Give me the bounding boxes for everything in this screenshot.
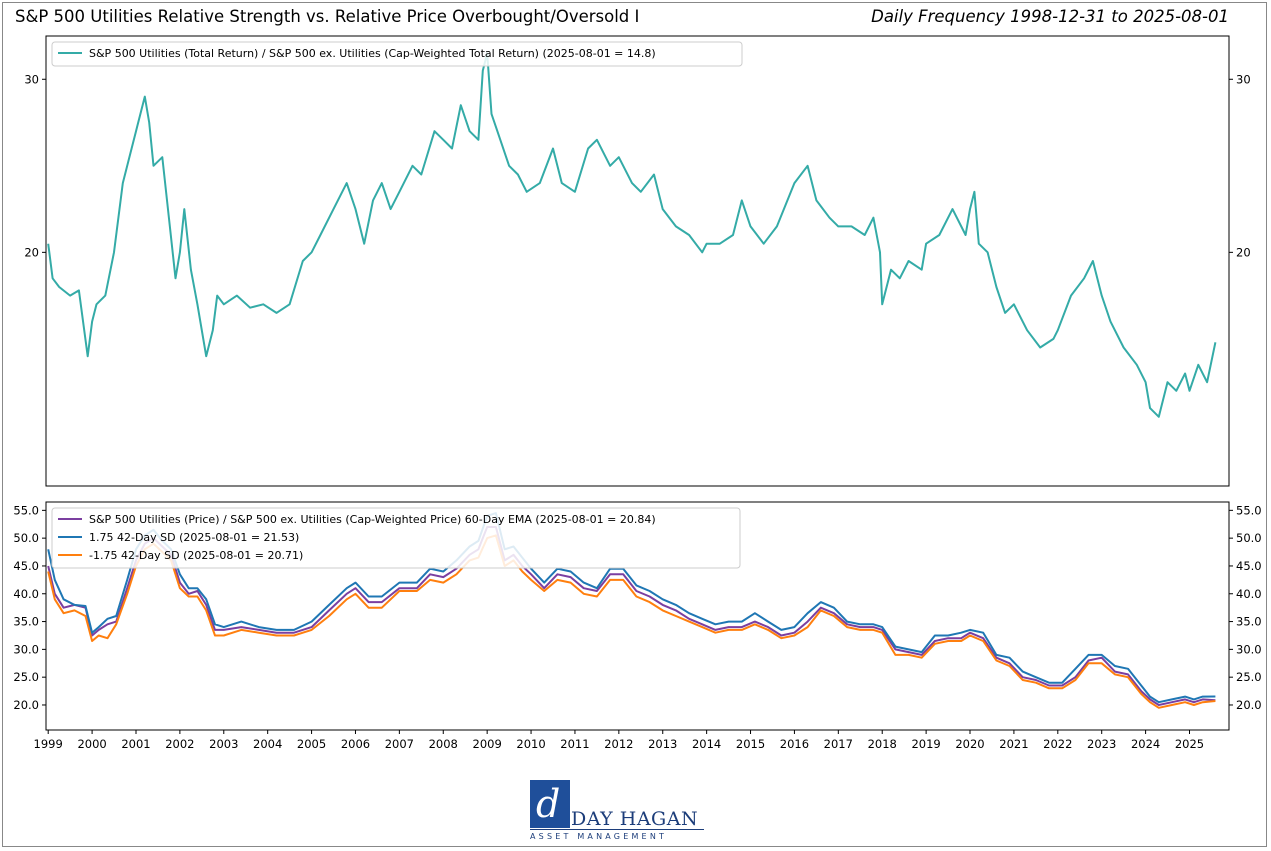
bottom-ytick-label-left: 25.0 [13,670,39,684]
bottom-ytick-label-left: 45.0 [13,559,39,573]
bottom-plot-area [45,501,1230,731]
bottom-ytick-label-right: 25.0 [1236,670,1262,684]
bottom-xtick-label: 2015 [736,737,765,751]
chart-title: S&P 500 Utilities Relative Strength vs. … [15,7,640,26]
top-ytick-label-right: 20 [1236,245,1251,259]
bottom-xtick-label: 2023 [1087,737,1116,751]
bottom-legend-label-0: S&P 500 Utilities (Price) / S&P 500 ex. … [89,513,656,526]
bottom-series-line-1 [47,512,1216,704]
date-range: Daily Frequency 1998-12-31 to 2025-08-01 [871,7,1229,26]
bottom-xtick-label: 2019 [911,737,940,751]
bottom-legend-label-1: 1.75 42-Day SD (2025-08-01 = 21.53) [89,531,299,544]
bottom-legend [51,507,741,569]
logo-divider [530,829,704,830]
bottom-xtick-label: 2025 [1175,737,1204,751]
bottom-xtick-label: 2000 [77,737,106,751]
bottom-ytick-label-right: 20.0 [1236,698,1262,712]
bottom-xtick-label: 2006 [341,737,370,751]
bottom-ytick-label-right: 45.0 [1236,559,1262,573]
bottom-xtick-label: 2012 [604,737,633,751]
bottom-xtick-label: 2002 [165,737,194,751]
logo-subtitle: ASSET MANAGEMENT [530,832,668,841]
bottom-xtick-label: 2010 [516,737,545,751]
bottom-series-line-2 [47,534,1216,709]
bottom-xtick-label: 2022 [1043,737,1072,751]
bottom-xtick-label: 2011 [560,737,589,751]
bottom-xtick-label: 2017 [824,737,853,751]
top-legend [51,41,743,67]
bottom-xtick-label: 2016 [780,737,809,751]
bottom-xtick-label: 1999 [34,737,63,751]
top-ytick-label-left: 20 [24,245,39,259]
company-logo: d DAY HAGAN ASSET MANAGEMENT [530,780,710,842]
bottom-xtick-label: 2024 [1131,737,1160,751]
bottom-ytick-label-left: 50.0 [13,531,39,545]
bottom-xtick-label: 2004 [253,737,282,751]
bottom-ytick-label-right: 55.0 [1236,503,1262,517]
bottom-ytick-label-left: 35.0 [13,615,39,629]
bottom-ytick-label-left: 20.0 [13,698,39,712]
bottom-xtick-label: 2003 [209,737,238,751]
bottom-ytick-label-left: 55.0 [13,503,39,517]
bottom-ytick-label-right: 30.0 [1236,642,1262,656]
bottom-ytick-label-right: 50.0 [1236,531,1262,545]
top-legend-label-0: S&P 500 Utilities (Total Return) / S&P 5… [89,47,656,60]
bottom-legend-label-2: -1.75 42-Day SD (2025-08-01 = 20.71) [89,549,303,562]
bottom-ytick-label-left: 40.0 [13,587,39,601]
top-ytick-label-left: 30 [24,72,39,86]
logo-mark-icon: d [530,780,570,828]
top-ytick-label-right: 30 [1236,72,1251,86]
bottom-xtick-label: 2020 [955,737,984,751]
bottom-xtick-label: 2013 [648,737,677,751]
bottom-ytick-label-right: 35.0 [1236,615,1262,629]
bottom-xtick-label: 2014 [692,737,721,751]
top-series-line-0 [47,52,1217,418]
bottom-ytick-label-left: 30.0 [13,642,39,656]
bottom-xtick-label: 2018 [868,737,897,751]
top-plot-area [45,35,1230,487]
bottom-series-line-0 [47,526,1216,706]
bottom-xtick-label: 2008 [429,737,458,751]
bottom-xtick-label: 2007 [385,737,414,751]
bottom-xtick-label: 2001 [121,737,150,751]
bottom-ytick-label-right: 40.0 [1236,587,1262,601]
bottom-xtick-label: 2021 [999,737,1028,751]
logo-name: DAY HAGAN [571,808,699,830]
bottom-xtick-label: 2005 [297,737,326,751]
bottom-xtick-label: 2009 [473,737,502,751]
